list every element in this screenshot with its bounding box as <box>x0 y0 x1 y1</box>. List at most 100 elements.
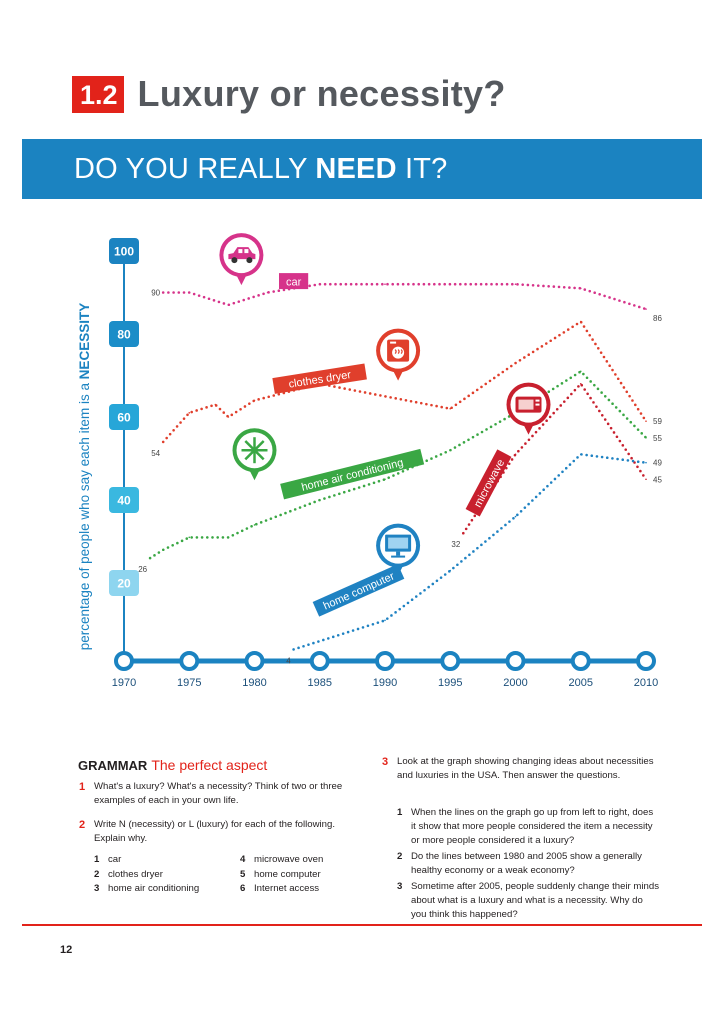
x-tick-marker <box>440 651 461 671</box>
series-name-car: car <box>279 273 309 290</box>
unit-number-badge: 1.2 <box>72 75 124 113</box>
data-point-clothes-dryer <box>188 412 191 414</box>
data-point-home-air-conditioning <box>449 449 452 451</box>
snowflake-icon <box>232 428 277 481</box>
svg-text:home computer: home computer <box>322 570 397 612</box>
x-tick-marker <box>570 651 591 671</box>
data-point-microwave <box>514 453 517 456</box>
data-point-car <box>266 291 269 294</box>
question-1-number: 1 <box>79 781 86 793</box>
x-tick-label: 1990 <box>373 677 397 689</box>
data-point-car <box>227 304 230 306</box>
data-point-home-air-conditioning <box>384 478 386 481</box>
question-3: 3 Look at the graph showing changing ide… <box>382 755 657 783</box>
series-name-clothes-dryer: clothes dryer <box>272 363 367 394</box>
x-tick-marker <box>179 651 200 671</box>
data-point-clothes-dryer <box>645 420 647 422</box>
y-tick-label: 60 <box>109 404 139 430</box>
question-1: 1 What's a luxury? What's a necessity? T… <box>79 780 364 808</box>
x-tick-label: 1995 <box>438 677 462 689</box>
series-start-label-clothes-dryer: 54 <box>151 449 160 458</box>
x-tick-label: 1980 <box>242 677 266 689</box>
section-banner: DO YOU REALLY NEED IT? <box>22 139 702 199</box>
item-list-left: 1 car 2 clothes dryer 3 home air conditioni… <box>94 853 224 897</box>
banner-title-post: IT? <box>396 152 448 185</box>
data-point-car <box>188 291 191 294</box>
list-item: 1 car <box>94 854 122 865</box>
question-2-number: 2 <box>79 819 86 831</box>
series-start-label-microwave: 32 <box>451 540 460 549</box>
data-point-car <box>645 308 647 310</box>
series-name-home-air-conditioning: home air conditioning <box>280 448 425 500</box>
data-point-home-air-conditioning <box>188 536 191 539</box>
unit-title: Luxury or necessity? <box>137 73 506 114</box>
page-number: 12 <box>60 944 73 956</box>
banner-title-pre: DO YOU REALLY <box>74 152 316 185</box>
x-tick-marker <box>505 651 526 671</box>
item-list-right: 4 microwave oven 5 home computer 6 Internet… <box>240 853 370 897</box>
y-axis-title: percentage of people who say each item i… <box>77 303 92 650</box>
list-item: 6 Internet access <box>240 883 320 894</box>
data-point-home-computer <box>384 619 386 622</box>
question-1-text: What's a luxury? What's a necessity? Thi… <box>94 781 343 806</box>
question-3-subquestions: 1 When the lines on the graph go up from … <box>397 806 659 924</box>
x-tick-label: 1970 <box>112 677 136 689</box>
banner-title: DO YOU REALLY NEED IT? <box>74 153 447 186</box>
list-item: 5 home computer <box>240 868 321 880</box>
question-2: 2 Write N (necessity) or L (luxury) for … <box>79 818 364 846</box>
microwave-icon <box>506 382 551 435</box>
grammar-heading: GRAMMAR The perfect aspect <box>78 757 267 773</box>
series-end-label-home-computer: 49 <box>653 459 662 468</box>
x-tick-marker <box>114 651 134 671</box>
clothes-dryer-icon <box>376 328 421 381</box>
svg-text:car: car <box>286 276 302 288</box>
data-point-microwave <box>579 383 582 385</box>
data-point-car <box>318 283 321 285</box>
grammar-heading-label: GRAMMAR <box>78 758 148 773</box>
data-point-home-air-conditioning <box>162 549 164 551</box>
data-point-clothes-dryer <box>579 320 582 323</box>
car-icon <box>219 233 264 286</box>
data-point-car <box>449 283 452 285</box>
series-end-label-home-air-conditioning: 55 <box>653 434 662 443</box>
data-point-home-computer <box>579 453 582 456</box>
svg-text:60: 60 <box>117 411 131 425</box>
x-tick-label: 1975 <box>177 677 201 689</box>
grammar-subheading: The perfect aspect <box>151 757 268 773</box>
series-start-label-home-air-conditioning: 26 <box>138 565 147 574</box>
series-line-car <box>161 282 648 311</box>
data-point-home-computer <box>449 569 452 572</box>
y-tick-label: 20 <box>109 570 139 596</box>
x-tick-label: 2000 <box>503 677 527 689</box>
x-tick-marker <box>244 651 265 671</box>
data-point-home-air-conditioning <box>227 536 230 539</box>
list-item: 2 clothes dryer <box>94 868 163 880</box>
data-point-home-air-conditioning <box>253 524 256 526</box>
svg-text:100: 100 <box>114 245 134 259</box>
footer-rule <box>22 924 702 926</box>
data-point-clothes-dryer <box>214 403 217 406</box>
svg-text:80: 80 <box>117 328 131 342</box>
subquestion: 1 When the lines on the graph go up from … <box>397 807 654 846</box>
question-2-text: Write N (necessity) or L (luxury) for ea… <box>94 819 335 844</box>
series-end-label-clothes-dryer: 59 <box>653 417 662 426</box>
data-point-home-air-conditioning <box>149 557 151 559</box>
data-point-microwave <box>462 532 465 534</box>
data-point-clothes-dryer <box>449 407 452 410</box>
data-point-home-computer <box>645 461 647 464</box>
subquestion: 2 Do the lines between 1980 and 2005 show… <box>397 851 642 876</box>
data-point-car <box>162 291 164 294</box>
data-point-microwave <box>645 478 647 481</box>
x-tick-label: 2010 <box>634 677 658 689</box>
question-3-number: 3 <box>382 756 389 768</box>
series-name-microwave: microwave <box>465 449 512 517</box>
series-end-label-microwave: 45 <box>653 475 662 484</box>
y-tick-label: 100 <box>109 238 139 264</box>
unit-header: 1.2 Luxury or necessity? <box>72 72 506 116</box>
computer-icon <box>376 523 421 576</box>
series-start-label-home-computer: 4 <box>286 656 291 665</box>
svg-text:20: 20 <box>117 577 131 591</box>
data-point-home-air-conditioning <box>318 499 321 501</box>
question-3-text: Look at the graph showing changing ideas… <box>397 756 654 781</box>
data-point-car <box>384 283 386 285</box>
